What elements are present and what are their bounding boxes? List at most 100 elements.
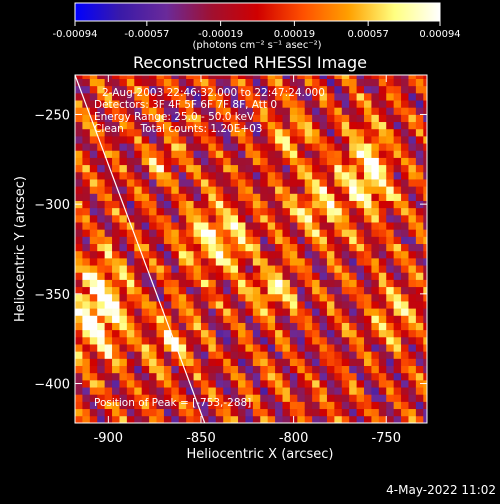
heatmap-cell bbox=[252, 200, 261, 209]
heatmap-cell bbox=[319, 401, 328, 410]
heatmap-cell bbox=[126, 272, 135, 280]
heatmap-cell bbox=[334, 186, 343, 194]
heatmap-cell bbox=[364, 257, 372, 266]
heatmap-cell bbox=[386, 222, 395, 230]
heatmap-cell bbox=[386, 344, 395, 352]
heatmap-cell bbox=[178, 92, 187, 101]
heatmap-cell bbox=[163, 193, 172, 201]
heatmap-cell bbox=[393, 394, 402, 402]
heatmap-cell bbox=[112, 75, 120, 79]
heatmap-cell bbox=[386, 272, 395, 280]
heatmap-cell bbox=[186, 222, 194, 230]
heatmap-cell bbox=[119, 128, 128, 137]
heatmap-cell bbox=[186, 236, 194, 245]
heatmap-cell bbox=[401, 293, 409, 302]
heatmap-cell bbox=[319, 135, 328, 144]
heatmap-cell bbox=[97, 286, 106, 295]
heatmap-cell bbox=[156, 92, 165, 101]
heatmap-cell bbox=[423, 344, 427, 352]
heatmap-cell bbox=[341, 207, 350, 216]
heatmap-cell bbox=[186, 265, 194, 273]
heatmap-cell bbox=[82, 415, 91, 423]
heatmap-cell bbox=[423, 257, 427, 266]
heatmap-cell bbox=[408, 344, 417, 352]
heatmap-cell bbox=[408, 114, 417, 123]
heatmap-cell bbox=[178, 365, 187, 374]
heatmap-cell bbox=[193, 286, 202, 295]
heatmap-cell bbox=[208, 401, 217, 410]
heatmap-cell bbox=[334, 286, 343, 295]
heatmap-cell bbox=[178, 186, 187, 194]
heatmap-cell bbox=[149, 193, 157, 201]
heatmap-cell bbox=[312, 408, 320, 417]
heatmap-cell bbox=[208, 179, 217, 187]
heatmap-cell bbox=[245, 150, 254, 158]
heatmap-cell bbox=[297, 222, 306, 230]
heatmap-cell bbox=[423, 121, 427, 130]
heatmap-cell bbox=[223, 250, 232, 259]
heatmap-cell bbox=[97, 193, 106, 201]
heatmap-cell bbox=[282, 92, 291, 101]
heatmap-cell bbox=[319, 257, 328, 266]
heatmap-cell bbox=[200, 92, 209, 101]
heatmap-cell bbox=[267, 85, 276, 94]
heatmap-cell bbox=[245, 207, 254, 216]
heatmap-cell bbox=[297, 164, 306, 173]
heatmap-cell bbox=[163, 401, 172, 410]
heatmap-cell bbox=[238, 75, 246, 79]
heatmap-cell bbox=[282, 171, 291, 180]
heatmap-cell bbox=[238, 379, 246, 388]
heatmap-cell bbox=[289, 344, 298, 352]
heatmap-cell bbox=[319, 286, 328, 295]
heatmap-cell bbox=[208, 200, 217, 209]
heatmap-cell bbox=[104, 250, 113, 259]
heatmap-cell bbox=[356, 107, 365, 115]
heatmap-cell bbox=[75, 128, 83, 137]
heatmap-cell bbox=[349, 286, 357, 295]
heatmap-cell bbox=[341, 114, 350, 123]
heatmap-cell bbox=[275, 121, 283, 130]
heatmap-cell bbox=[126, 293, 135, 302]
heatmap-cell bbox=[341, 372, 350, 381]
heatmap-cell bbox=[97, 143, 106, 151]
heatmap-cell bbox=[215, 157, 224, 166]
heatmap-cell bbox=[245, 200, 254, 209]
heatmap-cell bbox=[252, 358, 261, 366]
heatmap-cell bbox=[171, 408, 180, 417]
heatmap-cell bbox=[223, 85, 232, 94]
heatmap-cell bbox=[193, 157, 202, 166]
heatmap-cell bbox=[289, 114, 298, 123]
heatmap-cell bbox=[260, 121, 269, 130]
heatmap-cell bbox=[282, 372, 291, 381]
heatmap-cell bbox=[119, 286, 128, 295]
heatmap-cell bbox=[334, 150, 343, 158]
heatmap-cell bbox=[371, 315, 380, 323]
heatmap-cell bbox=[326, 222, 335, 230]
heatmap-cell bbox=[82, 200, 91, 209]
heatmap-cell bbox=[126, 257, 135, 266]
heatmap-cell bbox=[215, 308, 224, 316]
heatmap-cell bbox=[89, 351, 98, 359]
heatmap-cell bbox=[349, 322, 357, 331]
heatmap-cell bbox=[134, 351, 143, 359]
heatmap-cell bbox=[75, 92, 83, 101]
heatmap-cell bbox=[156, 186, 165, 194]
heatmap-cell bbox=[104, 344, 113, 352]
heatmap-cell bbox=[193, 186, 202, 194]
heatmap-cell bbox=[275, 322, 283, 331]
heatmap-cell bbox=[104, 214, 113, 223]
heatmap-cell bbox=[334, 257, 343, 266]
heatmap-cell bbox=[230, 308, 239, 316]
heatmap-cell bbox=[171, 415, 180, 423]
heatmap-cell bbox=[97, 85, 106, 94]
heatmap-cell bbox=[193, 78, 202, 87]
heatmap-cell bbox=[334, 415, 343, 423]
heatmap-cell bbox=[275, 387, 283, 395]
heatmap-cell bbox=[319, 164, 328, 173]
heatmap-cell bbox=[378, 121, 387, 130]
heatmap-cell bbox=[82, 250, 91, 259]
heatmap-cell bbox=[319, 100, 328, 108]
heatmap-cell bbox=[408, 193, 417, 201]
heatmap-cell bbox=[193, 85, 202, 94]
heatmap-cell bbox=[326, 78, 335, 87]
